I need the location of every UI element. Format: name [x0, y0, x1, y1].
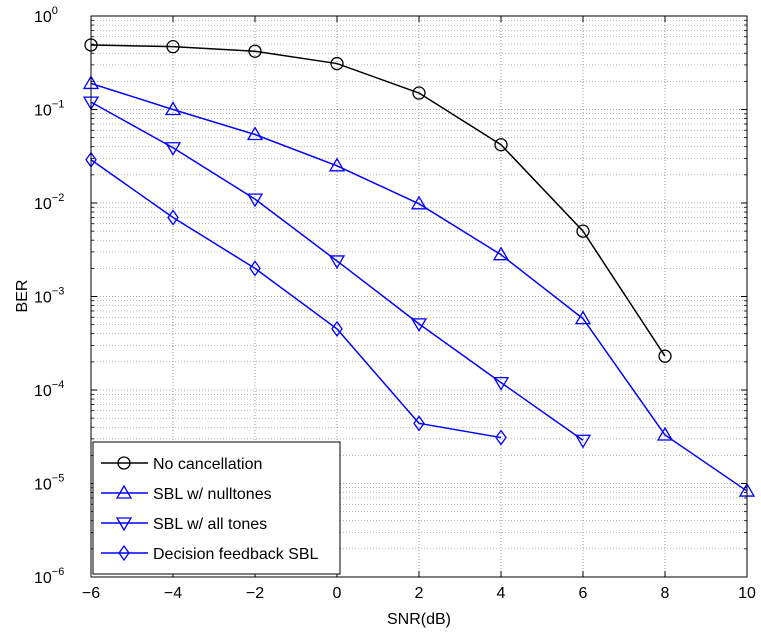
- series-lines: [90, 44, 748, 492]
- x-axis-label: SNR(dB): [387, 611, 451, 628]
- legend-marker: [115, 517, 133, 532]
- data-point: [328, 157, 346, 172]
- data-point: [576, 224, 590, 238]
- data-point: [328, 255, 346, 270]
- data-point: [331, 320, 343, 338]
- y-tick-label: 10−3: [34, 286, 64, 307]
- y-tick-label: 10−2: [34, 192, 64, 213]
- data-point: [574, 434, 592, 449]
- legend-entry: Decision feedback SBL: [153, 546, 319, 563]
- data-point: [167, 209, 179, 226]
- x-tick-label: −6: [82, 585, 100, 602]
- data-point: [248, 44, 262, 58]
- x-tick-label: 4: [497, 585, 506, 602]
- data-point: [164, 142, 182, 157]
- y-tick-label: 10−6: [34, 566, 64, 587]
- data-point: [330, 56, 344, 71]
- series-line-4: [90, 159, 502, 439]
- x-tick-label: 6: [579, 585, 588, 602]
- legend-marker: [117, 456, 131, 470]
- y-tick-labels: 10−6 10−5 10−4 10−3 10−2 10−1 100: [34, 5, 64, 587]
- x-tick-labels: −6 −4 −2 0 2 4 6 8 10: [82, 585, 756, 602]
- data-point: [246, 126, 264, 141]
- legend-entry: No cancellation: [153, 456, 262, 473]
- data-point: [492, 376, 510, 391]
- y-tick-label: 100: [34, 5, 58, 26]
- series-line-2: [90, 82, 748, 492]
- data-point: [166, 40, 180, 54]
- data-point: [246, 193, 264, 208]
- x-tick-label: 8: [661, 585, 670, 602]
- x-tick-label: 0: [333, 585, 342, 602]
- axis-ticks: [90, 15, 748, 578]
- data-point: [495, 429, 507, 446]
- data-point: [492, 246, 510, 261]
- data-point: [494, 138, 508, 152]
- x-tick-label: 2: [415, 585, 424, 602]
- data-point: [658, 349, 672, 363]
- data-point: [413, 415, 425, 432]
- legend-box: [92, 441, 341, 575]
- y-tick-label: 10−1: [34, 99, 64, 120]
- data-point: [249, 260, 261, 277]
- series-line-3: [90, 101, 584, 441]
- legend-marker: [115, 484, 133, 499]
- data-point: [410, 318, 428, 333]
- legend-marker: [118, 544, 130, 562]
- y-axis-label: BER: [14, 280, 31, 313]
- grid: [91, 16, 747, 577]
- legend-entry: SBL w/ nulltones: [153, 486, 272, 503]
- data-point: [164, 101, 182, 116]
- legend-entry: SBL w/ all tones: [153, 516, 267, 533]
- series-line-1: [90, 44, 666, 357]
- data-point: [574, 310, 592, 325]
- legend: No cancellation SBL w/ nulltones SBL w/ al…: [92, 441, 341, 575]
- data-point: [410, 195, 428, 210]
- data-point: [412, 86, 426, 100]
- x-tick-label: −2: [246, 585, 264, 602]
- y-tick-label: 10−4: [34, 379, 64, 400]
- x-tick-label: 10: [738, 585, 756, 602]
- data-point: [656, 426, 674, 441]
- x-tick-label: −4: [164, 585, 182, 602]
- y-tick-label: 10−5: [34, 473, 64, 494]
- series-markers: [82, 38, 756, 497]
